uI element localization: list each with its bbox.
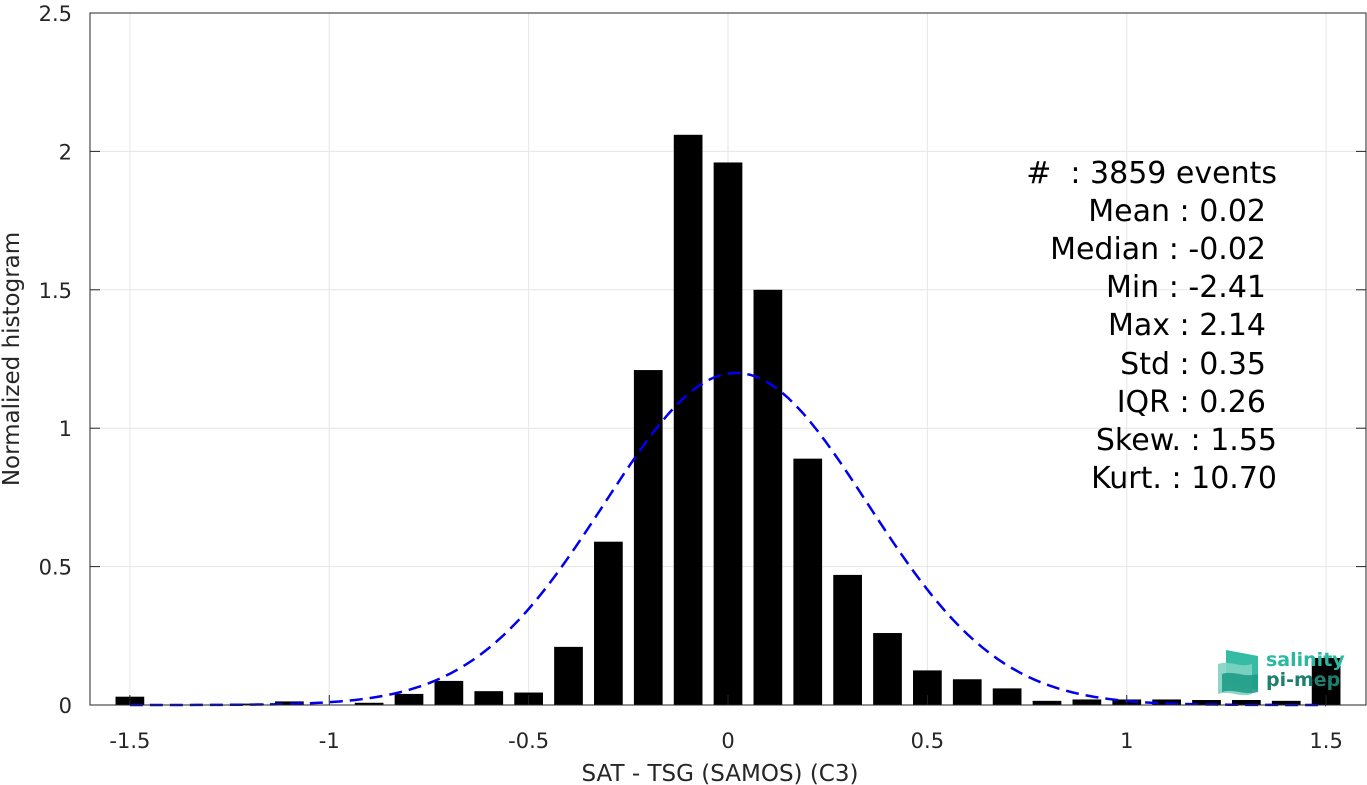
y-tick-label: 0.5 <box>39 556 72 580</box>
histogram-bar <box>1032 700 1062 705</box>
histogram-bar <box>394 693 424 705</box>
x-tick-label: -0.5 <box>508 729 549 753</box>
histogram-bar <box>594 541 623 705</box>
x-tick-label: 0.5 <box>911 729 944 753</box>
y-axis-label: Normalized histogram <box>0 232 25 486</box>
histogram-bar <box>235 703 264 705</box>
histogram-bar <box>793 458 823 705</box>
salinity-pi-mep-logo: salinity pi-mep <box>1218 649 1345 696</box>
logo-line2: pi-mep <box>1266 669 1340 691</box>
stat-max: Max : 2.14 <box>1108 308 1266 343</box>
x-tick-label: -1.5 <box>109 729 150 753</box>
histogram-bar <box>474 691 504 705</box>
axis-ticks <box>90 12 1366 706</box>
histogram-bar <box>713 162 743 706</box>
histogram-bar <box>434 680 464 705</box>
histogram-bar <box>952 679 982 705</box>
histogram-bar <box>633 370 663 705</box>
x-tick-label: -1 <box>319 729 340 753</box>
x-tick-label: 0 <box>721 729 734 753</box>
histogram-bar <box>753 289 783 705</box>
x-tick-label: 1.5 <box>1309 729 1342 753</box>
stat-kurt: Kurt. : 10.70 <box>1091 461 1277 496</box>
statistics-annotation: # : 3859 events Mean : 0.02 Median : -0.… <box>1026 156 1277 496</box>
histogram-bar <box>354 702 384 705</box>
logo-line1: salinity <box>1266 649 1345 671</box>
stat-std: Std : 0.35 <box>1120 347 1266 382</box>
stat-skew: Skew. : 1.55 <box>1096 423 1277 458</box>
histogram-bar <box>1192 700 1221 705</box>
histogram-bar <box>275 701 304 705</box>
y-tick-label: 2 <box>59 140 72 164</box>
stat-min: Min : -2.41 <box>1106 270 1266 305</box>
x-tick-label: 1 <box>1120 729 1133 753</box>
histogram-bar <box>1232 700 1261 705</box>
y-tick-label: 2.5 <box>39 2 72 26</box>
logo-waves-icon <box>1218 650 1258 696</box>
histogram-bar <box>673 134 703 706</box>
x-tick-labels: -1.5 -1 -0.5 0 0.5 1 1.5 <box>109 729 1342 753</box>
stat-mean: Mean : 0.02 <box>1088 194 1266 229</box>
y-tick-labels: 0 0.5 1 1.5 2 2.5 <box>39 2 72 718</box>
histogram-bar <box>833 574 862 705</box>
histogram-bar <box>992 688 1022 705</box>
histogram-bars <box>115 134 1341 706</box>
histogram-bar <box>873 633 902 705</box>
stat-events: # : 3859 events <box>1026 156 1277 191</box>
stat-iqr: IQR : 0.26 <box>1117 385 1266 420</box>
histogram-bar <box>554 646 583 705</box>
histogram-bar <box>1271 700 1301 705</box>
histogram-bar <box>1072 699 1102 705</box>
y-tick-label: 0 <box>59 694 72 718</box>
y-tick-label: 1.5 <box>39 279 72 303</box>
y-tick-label: 1 <box>59 417 72 441</box>
x-axis-label: SAT - TSG (SAMOS) (C3) <box>582 761 859 785</box>
stat-median: Median : -0.02 <box>1050 232 1266 267</box>
